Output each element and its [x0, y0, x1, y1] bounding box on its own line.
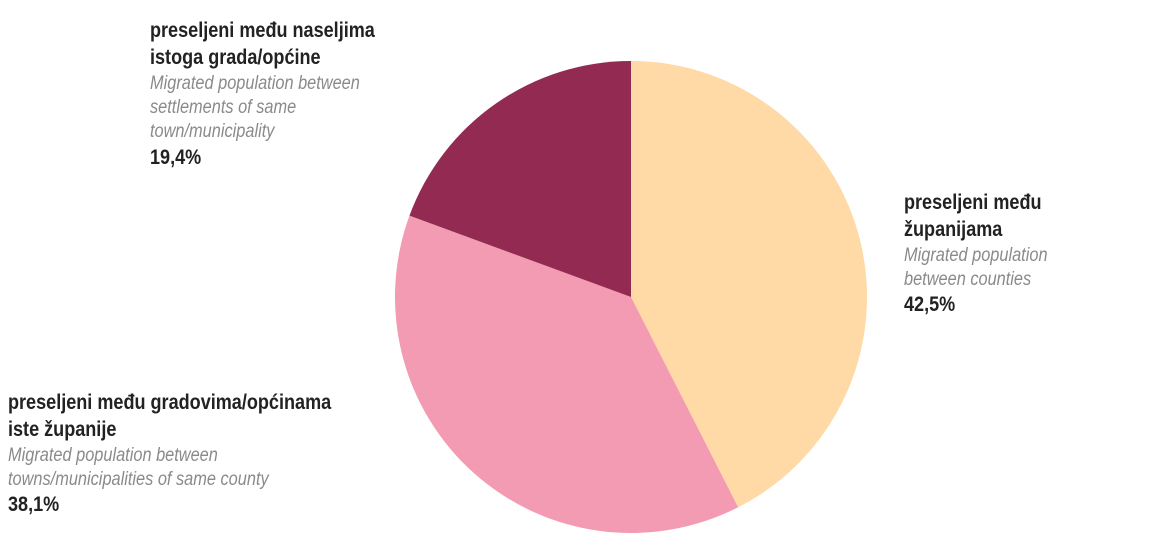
pie-slice-settlements: [409, 61, 631, 297]
pie-slice-counties: [631, 61, 867, 508]
slice-value-settlements: 19,4%: [150, 145, 202, 169]
slice-label-settlements-hr: preseljeni među naseljima istoga grada/o…: [150, 19, 375, 69]
slice-label-settlements: preseljeni među naseljima istoga grada/o…: [150, 18, 480, 172]
slice-label-settlements-en: Migrated population between settlements …: [150, 72, 360, 143]
pie-slice-towns: [395, 215, 739, 533]
slice-value-towns: 38,1%: [8, 493, 60, 517]
slice-label-towns-hr: preseljeni među gradovima/općinama iste …: [8, 391, 332, 441]
slice-label-counties-en: Migrated population between counties: [904, 244, 1048, 291]
slice-label-towns: preseljeni među gradovima/općinama iste …: [8, 390, 448, 519]
slice-label-counties: preseljeni među županijama Migrated popu…: [904, 190, 1174, 319]
slice-label-counties-hr: preseljeni među županijama: [904, 191, 1042, 241]
slice-value-counties: 42,5%: [904, 293, 956, 317]
slice-label-towns-en: Migrated population between towns/munici…: [8, 444, 269, 491]
